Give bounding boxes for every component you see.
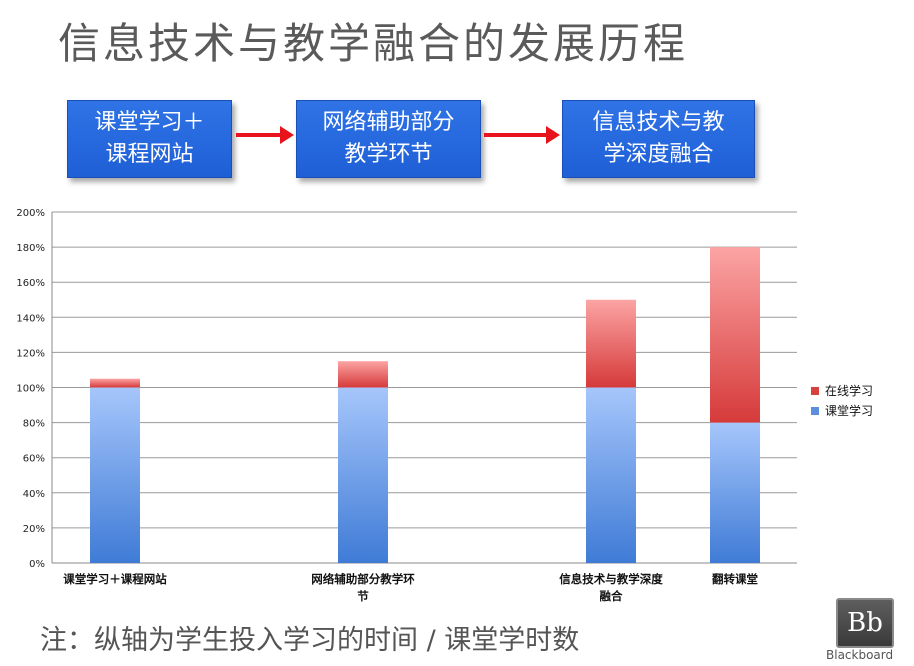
flow-step-1-line2: 课程网站: [105, 142, 194, 167]
flow-arrow-1: [236, 126, 294, 144]
flow-step-2: 网络辅助部分 教学环节: [296, 100, 481, 178]
x-tick-label: 信息技术与教学深度: [559, 572, 663, 586]
blackboard-logo-text: Blackboard: [826, 648, 894, 662]
y-tick-label: 80%: [23, 419, 45, 430]
bar-classroom-2: [586, 387, 636, 563]
flow-step-2-line1: 网络辅助部分: [322, 110, 455, 135]
bar-classroom-1: [338, 387, 388, 563]
y-tick-label: 100%: [16, 384, 45, 395]
x-tick-label: 网络辅助部分教学环: [311, 572, 415, 586]
page-title: 信息技术与教学融合的发展历程: [58, 19, 689, 68]
y-tick-label: 180%: [16, 243, 45, 254]
x-tick-label: 节: [357, 589, 369, 603]
flow-step-3-line1: 信息技术与教: [592, 110, 725, 135]
y-tick-label: 20%: [23, 524, 45, 535]
bar-online-1: [338, 361, 388, 388]
legend-swatch: [811, 387, 819, 395]
bar-online-0: [90, 378, 140, 388]
bar-online-3: [710, 247, 760, 423]
x-tick-label: 课堂学习＋课程网站: [63, 572, 167, 586]
blackboard-logo: Bb: [836, 598, 894, 648]
legend-label: 课堂学习: [825, 403, 873, 418]
y-tick-label: 40%: [23, 489, 45, 500]
flow-step-3: 信息技术与教 学深度融合: [562, 100, 755, 178]
y-tick-label: 60%: [23, 454, 45, 465]
y-tick-label: 140%: [16, 313, 45, 324]
stacked-bar-chart: 0% 20% 40% 60% 80% 100% 120% 140% 160% 180% 200% 课堂…: [16, 208, 873, 603]
flow-step-1-line1: 课堂学习＋: [94, 110, 205, 135]
bar-classroom-3: [710, 422, 760, 563]
flow-step-3-line2: 学深度融合: [603, 142, 714, 167]
footnote: 注：纵轴为学生投入学习的时间 / 课堂学时数: [40, 625, 580, 656]
bar-classroom-0: [90, 387, 140, 563]
flow-step-2-line2: 教学环节: [344, 142, 433, 167]
flow-step-1: 课堂学习＋ 课程网站: [67, 100, 232, 178]
x-tick-label: 翻转课堂: [712, 572, 758, 586]
y-tick-label: 120%: [16, 348, 45, 359]
legend-label: 在线学习: [825, 383, 873, 398]
x-tick-label: 融合: [600, 589, 623, 603]
y-tick-label: 160%: [16, 278, 45, 289]
legend-swatch: [811, 407, 819, 415]
y-tick-label: 0%: [29, 559, 45, 570]
y-tick-label: 200%: [16, 208, 45, 219]
bar-online-2: [586, 299, 636, 388]
flow-arrow-2: [484, 126, 560, 144]
